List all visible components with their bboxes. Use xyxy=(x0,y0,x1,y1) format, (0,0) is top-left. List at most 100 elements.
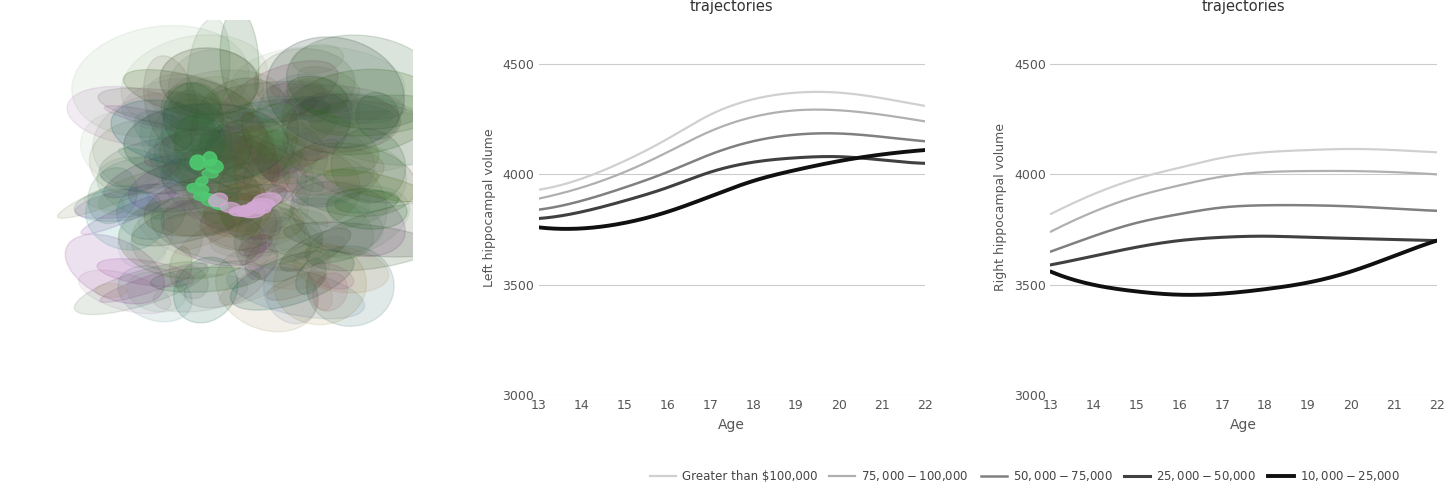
Ellipse shape xyxy=(267,147,384,195)
Ellipse shape xyxy=(111,100,227,165)
Ellipse shape xyxy=(149,99,232,196)
Ellipse shape xyxy=(215,192,273,215)
Ellipse shape xyxy=(182,136,313,232)
Ellipse shape xyxy=(289,195,374,258)
Ellipse shape xyxy=(58,165,183,218)
Ellipse shape xyxy=(191,155,205,170)
Ellipse shape xyxy=(124,104,289,184)
Ellipse shape xyxy=(297,176,323,192)
Ellipse shape xyxy=(162,199,266,266)
Ellipse shape xyxy=(222,142,308,174)
Ellipse shape xyxy=(273,243,367,325)
Ellipse shape xyxy=(118,198,261,279)
Title: Estimated left hippocampal
trajectories: Estimated left hippocampal trajectories xyxy=(631,0,832,14)
Ellipse shape xyxy=(209,82,323,106)
Ellipse shape xyxy=(328,181,370,227)
Ellipse shape xyxy=(306,201,479,271)
Ellipse shape xyxy=(186,139,235,159)
Ellipse shape xyxy=(241,217,322,271)
Legend: Greater than $100,000, $75,000-$100,000, $50,000-$75,000, $25,000-$50,000, $10,0: Greater than $100,000, $75,000-$100,000,… xyxy=(645,465,1405,488)
Ellipse shape xyxy=(254,48,355,116)
Ellipse shape xyxy=(118,206,173,267)
Ellipse shape xyxy=(201,194,219,206)
Ellipse shape xyxy=(241,105,378,176)
Ellipse shape xyxy=(264,264,318,324)
Ellipse shape xyxy=(284,78,360,135)
Ellipse shape xyxy=(117,184,185,240)
Y-axis label: Right hippocampal volume: Right hippocampal volume xyxy=(995,124,1008,291)
Ellipse shape xyxy=(170,77,253,167)
Ellipse shape xyxy=(159,129,289,200)
Y-axis label: Left hippocampal volume: Left hippocampal volume xyxy=(482,128,495,287)
Ellipse shape xyxy=(175,116,238,224)
Ellipse shape xyxy=(186,183,209,194)
Ellipse shape xyxy=(92,93,231,194)
Ellipse shape xyxy=(75,262,208,315)
Ellipse shape xyxy=(205,160,224,173)
Ellipse shape xyxy=(144,127,219,167)
Ellipse shape xyxy=(202,169,218,178)
Ellipse shape xyxy=(247,202,271,213)
Ellipse shape xyxy=(222,167,309,246)
Ellipse shape xyxy=(169,247,192,288)
Ellipse shape xyxy=(208,198,228,209)
Ellipse shape xyxy=(335,191,399,213)
Ellipse shape xyxy=(221,203,240,212)
Ellipse shape xyxy=(257,74,352,156)
Ellipse shape xyxy=(283,100,462,203)
Ellipse shape xyxy=(225,99,331,123)
Title: Estimated right hippocampal
trajectories: Estimated right hippocampal trajectories xyxy=(1138,0,1350,14)
Ellipse shape xyxy=(121,78,231,130)
Ellipse shape xyxy=(269,186,410,264)
Ellipse shape xyxy=(299,93,448,165)
Ellipse shape xyxy=(152,192,322,265)
Ellipse shape xyxy=(101,153,231,188)
Ellipse shape xyxy=(183,146,227,180)
Ellipse shape xyxy=(204,152,217,165)
Ellipse shape xyxy=(323,169,429,202)
Ellipse shape xyxy=(78,270,170,314)
Ellipse shape xyxy=(231,46,404,129)
Ellipse shape xyxy=(129,156,254,212)
Ellipse shape xyxy=(286,77,348,113)
Ellipse shape xyxy=(123,70,254,122)
Ellipse shape xyxy=(257,130,293,180)
Ellipse shape xyxy=(212,126,247,161)
Ellipse shape xyxy=(208,97,318,146)
Ellipse shape xyxy=(98,88,264,133)
Ellipse shape xyxy=(153,275,248,312)
Ellipse shape xyxy=(104,155,182,198)
Ellipse shape xyxy=(296,258,326,294)
Ellipse shape xyxy=(306,274,332,310)
Ellipse shape xyxy=(218,61,338,130)
Ellipse shape xyxy=(165,150,186,186)
Ellipse shape xyxy=(131,184,287,246)
Ellipse shape xyxy=(241,112,279,182)
Ellipse shape xyxy=(155,112,302,195)
Ellipse shape xyxy=(215,247,319,332)
Ellipse shape xyxy=(331,129,406,203)
Ellipse shape xyxy=(251,199,274,209)
Ellipse shape xyxy=(219,9,258,110)
Text: B: B xyxy=(1001,0,1017,2)
Ellipse shape xyxy=(65,234,165,304)
Ellipse shape xyxy=(261,127,319,177)
Ellipse shape xyxy=(199,111,267,168)
Ellipse shape xyxy=(254,152,387,263)
Ellipse shape xyxy=(355,92,399,139)
Ellipse shape xyxy=(162,82,221,131)
Ellipse shape xyxy=(118,148,238,201)
Ellipse shape xyxy=(234,206,310,282)
Ellipse shape xyxy=(306,246,394,327)
Ellipse shape xyxy=(81,112,169,185)
Ellipse shape xyxy=(245,80,325,120)
Ellipse shape xyxy=(186,18,230,124)
Ellipse shape xyxy=(269,130,374,207)
Ellipse shape xyxy=(201,196,277,250)
Ellipse shape xyxy=(191,78,299,189)
Ellipse shape xyxy=(97,157,199,219)
Ellipse shape xyxy=(271,151,360,224)
Ellipse shape xyxy=(100,134,273,194)
Ellipse shape xyxy=(173,257,238,323)
Ellipse shape xyxy=(72,26,248,137)
